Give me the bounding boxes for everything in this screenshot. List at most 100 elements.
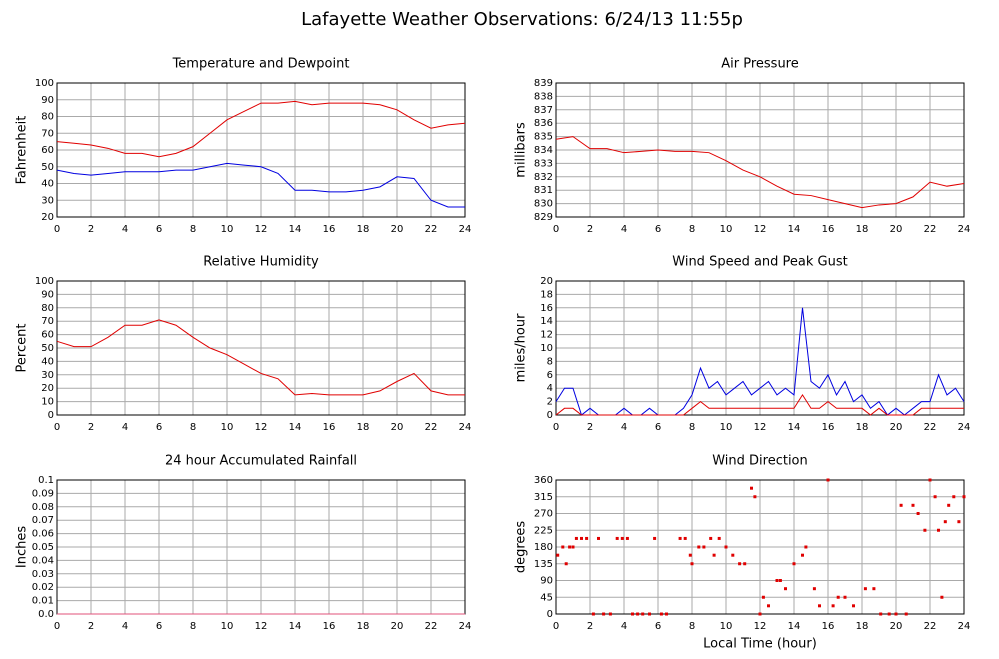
data-point — [933, 495, 937, 499]
data-line — [555, 393, 964, 416]
data-point — [683, 536, 687, 540]
data-point — [836, 595, 840, 599]
x-tick-label: 18 — [856, 621, 869, 632]
y-tick-label: 839 — [534, 78, 553, 89]
x-tick-label: 22 — [924, 422, 937, 433]
y-tick-label: 837 — [534, 105, 553, 116]
data-point — [561, 545, 565, 549]
y-tick-label: 20 — [540, 276, 553, 287]
data-point — [678, 536, 682, 540]
x-tick-label: 18 — [357, 224, 370, 235]
x-tick-label: 22 — [924, 224, 937, 235]
y-tick-label: 830 — [534, 199, 553, 210]
x-tick-label: 12 — [754, 224, 767, 235]
y-tick-label: 16 — [540, 303, 553, 314]
data-point — [625, 536, 629, 540]
y-tick-label: 90 — [41, 289, 54, 300]
page-title: Lafayette Weather Observations: 6/24/13 … — [301, 9, 743, 30]
x-tick-label: 24 — [958, 621, 971, 632]
x-tick-label: 20 — [890, 621, 903, 632]
data-point — [717, 536, 721, 540]
y-tick-label: 0.03 — [32, 569, 54, 580]
x-tick-label: 22 — [425, 422, 438, 433]
y-tick-label: 135 — [534, 559, 553, 570]
x-tick-label: 18 — [856, 224, 869, 235]
x-tick-label: 6 — [655, 621, 661, 632]
data-point — [731, 553, 735, 557]
y-tick-label: 832 — [534, 172, 553, 183]
x-tick-label: 8 — [689, 224, 695, 235]
data-point — [778, 579, 782, 582]
x-tick-label: 16 — [822, 621, 835, 632]
data-point — [943, 520, 947, 524]
y-tick-label: 0.02 — [32, 582, 54, 593]
chart-title: 24 hour Accumulated Rainfall — [165, 454, 357, 469]
y-tick-label: 833 — [534, 158, 553, 169]
data-point — [962, 495, 966, 499]
x-tick-label: 10 — [720, 422, 733, 433]
y-tick-label: 50 — [41, 162, 54, 173]
y-tick-label: 0.07 — [32, 515, 54, 526]
x-tick-label: 6 — [655, 422, 661, 433]
data-point — [894, 612, 898, 616]
x-tick-label: 20 — [391, 621, 404, 632]
data-point — [911, 503, 915, 507]
y-tick-label: 80 — [41, 303, 54, 314]
y-tick-label: 0.06 — [32, 529, 54, 540]
data-point — [750, 486, 753, 490]
x-tick-label: 10 — [720, 224, 733, 235]
y-tick-label: 20 — [41, 383, 54, 394]
plot-frame — [56, 280, 466, 416]
x-tick-label: 0 — [54, 621, 60, 632]
data-point — [801, 553, 804, 557]
data-point — [923, 528, 927, 532]
data-point — [937, 528, 940, 532]
chart-title: Wind Direction — [712, 454, 808, 469]
data-point — [641, 612, 645, 616]
x-tick-label: 24 — [459, 224, 472, 235]
data-point — [784, 587, 787, 591]
x-tick-label: 22 — [425, 224, 438, 235]
x-tick-label: 4 — [621, 422, 627, 433]
x-tick-label: 18 — [856, 422, 869, 433]
data-point — [852, 604, 855, 608]
x-tick-label: 4 — [122, 621, 128, 632]
data-point — [863, 587, 867, 591]
data-point — [767, 604, 770, 608]
x-tick-label: 12 — [255, 224, 268, 235]
y-tick-label: 12 — [540, 330, 553, 341]
data-point — [753, 495, 757, 499]
x-tick-label: 10 — [221, 224, 234, 235]
x-tick-label: 2 — [88, 621, 94, 632]
y-tick-label: 70 — [41, 128, 54, 139]
y-tick-label: 0.05 — [32, 542, 54, 553]
x-tick-label: 2 — [587, 621, 593, 632]
data-point — [952, 495, 956, 499]
data-point — [775, 579, 779, 582]
y-tick-label: 100 — [35, 78, 54, 89]
data-point — [957, 520, 961, 524]
x-tick-label: 16 — [323, 621, 336, 632]
y-tick-label: 0.09 — [32, 488, 54, 499]
x-tick-label: 0 — [553, 224, 559, 235]
data-point — [899, 503, 903, 507]
y-tick-label: 18 — [540, 289, 553, 300]
x-tick-label: 0 — [54, 224, 60, 235]
y-tick-label: 50 — [41, 343, 54, 354]
data-point — [564, 562, 568, 566]
x-tick-label: 12 — [255, 422, 268, 433]
x-tick-label: 8 — [689, 621, 695, 632]
data-point — [887, 612, 891, 616]
data-point — [608, 612, 612, 616]
data-line — [56, 100, 466, 158]
data-point — [602, 612, 606, 616]
data-point — [615, 536, 619, 540]
data-point — [574, 536, 578, 540]
x-tick-label: 24 — [958, 224, 971, 235]
x-tick-label: 14 — [788, 224, 801, 235]
chart-title: Wind Speed and Peak Gust — [672, 255, 847, 270]
y-tick-label: 8 — [547, 356, 553, 367]
data-point — [571, 545, 575, 549]
x-tick-label: 14 — [788, 422, 801, 433]
x-tick-label: 2 — [587, 422, 593, 433]
